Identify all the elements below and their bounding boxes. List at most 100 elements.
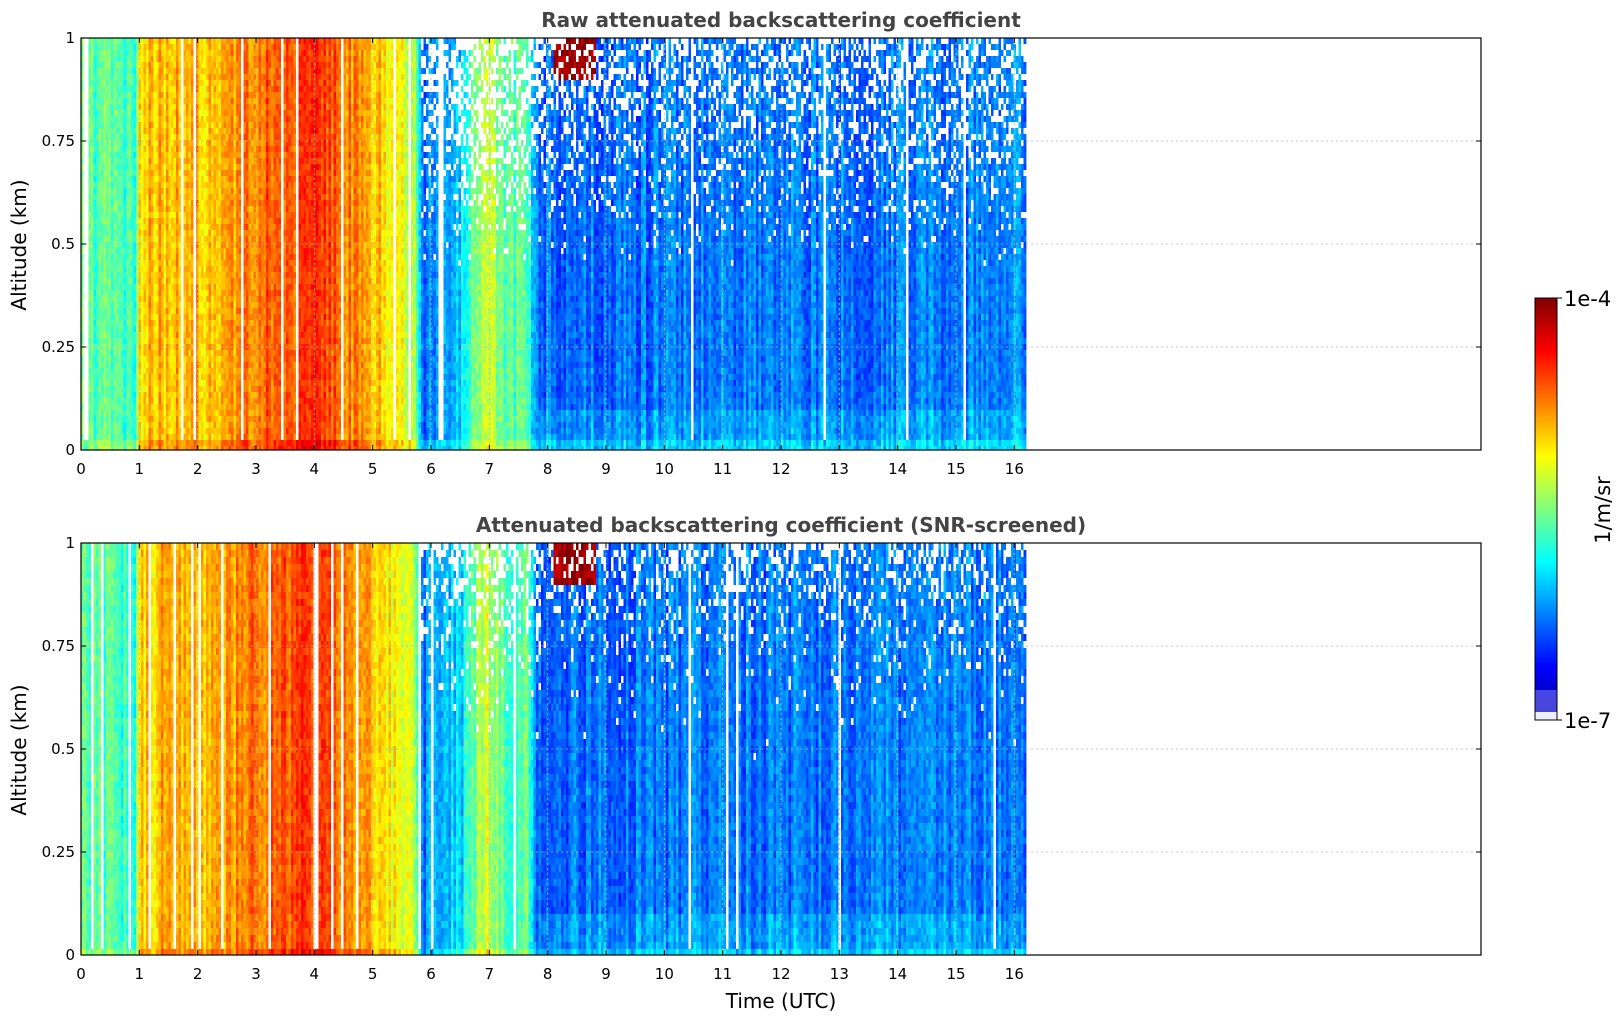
heatmap-cell <box>89 440 92 446</box>
heatmap-cell <box>89 368 92 374</box>
heatmap-cell <box>84 356 87 362</box>
heatmap-cell <box>181 278 184 284</box>
heatmap-cell <box>126 302 129 308</box>
heatmap-cell <box>131 98 134 104</box>
heatmap-cell <box>84 218 87 224</box>
heatmap-cell <box>184 278 187 284</box>
heatmap-cell <box>209 224 212 230</box>
heatmap-cell <box>161 422 164 428</box>
heatmap-cell <box>144 170 147 176</box>
heatmap-cell <box>124 164 127 170</box>
heatmap-cell <box>116 374 119 380</box>
heatmap-cell <box>189 326 192 332</box>
heatmap-cell <box>186 74 189 80</box>
heatmap-cell <box>116 320 119 326</box>
heatmap-cell <box>116 224 119 230</box>
heatmap-cell <box>119 302 122 308</box>
heatmap-cell <box>99 278 102 284</box>
heatmap-cell <box>84 434 87 440</box>
heatmap-cell <box>141 434 144 440</box>
heatmap-cell <box>214 362 217 368</box>
heatmap-cell <box>201 248 204 254</box>
heatmap-cell <box>99 290 102 296</box>
heatmap-cell <box>171 368 174 374</box>
heatmap-cell <box>99 386 102 392</box>
heatmap-cell <box>111 80 114 86</box>
heatmap-cell <box>96 218 99 224</box>
heatmap-cell <box>151 86 154 92</box>
heatmap-cell <box>156 110 159 116</box>
heatmap-cell <box>199 56 202 62</box>
heatmap-cell <box>136 296 139 302</box>
heatmap-cell <box>129 242 132 248</box>
heatmap-cell <box>204 224 207 230</box>
heatmap-cell <box>161 194 164 200</box>
heatmap-cell <box>129 158 132 164</box>
heatmap-cell <box>149 110 152 116</box>
heatmap-cell <box>166 380 169 386</box>
heatmap-cell <box>199 296 202 302</box>
heatmap-cell <box>134 158 137 164</box>
heatmap-cell <box>126 266 129 272</box>
heatmap-cell <box>111 320 114 326</box>
heatmap-cell <box>161 272 164 278</box>
heatmap-cell <box>141 158 144 164</box>
heatmap-cell <box>94 260 97 266</box>
heatmap-cell <box>96 278 99 284</box>
heatmap-cell <box>124 116 127 122</box>
heatmap-cell <box>181 86 184 92</box>
heatmap-cell <box>149 362 152 368</box>
heatmap-cell <box>179 254 182 260</box>
heatmap-cell <box>96 386 99 392</box>
heatmap-cell <box>186 440 189 446</box>
heatmap-cell <box>99 338 102 344</box>
heatmap-cell <box>199 248 202 254</box>
heatmap-cell <box>104 416 107 422</box>
heatmap-cell <box>161 182 164 188</box>
heatmap-cell <box>111 434 114 440</box>
heatmap-cell <box>86 260 89 266</box>
heatmap-cell <box>109 428 112 434</box>
heatmap-cell <box>186 308 189 314</box>
heatmap-cell <box>214 68 217 74</box>
heatmap-cell <box>181 200 184 206</box>
heatmap-cell <box>176 152 179 158</box>
heatmap-cell <box>166 416 169 422</box>
heatmap-cell <box>184 98 187 104</box>
heatmap-cell <box>211 380 214 386</box>
heatmap-cell <box>134 152 137 158</box>
heatmap-cell <box>141 68 144 74</box>
heatmap-cell <box>191 308 194 314</box>
heatmap-cell <box>111 86 114 92</box>
heatmap-cell <box>209 188 212 194</box>
heatmap-cell <box>146 320 149 326</box>
heatmap-cell <box>84 68 87 74</box>
heatmap-cell <box>141 398 144 404</box>
heatmap-cell <box>151 170 154 176</box>
heatmap-cell <box>164 266 167 272</box>
heatmap-cell <box>104 338 107 344</box>
heatmap-cell <box>109 422 112 428</box>
heatmap-cell <box>101 158 104 164</box>
heatmap-cell <box>161 110 164 116</box>
heatmap-cell <box>104 104 107 110</box>
heatmap-cell <box>181 404 184 410</box>
heatmap-cell <box>94 92 97 98</box>
heatmap-cell <box>84 404 87 410</box>
heatmap-cell <box>91 170 94 176</box>
heatmap-cell <box>101 110 104 116</box>
heatmap-cell <box>169 176 172 182</box>
heatmap-cell <box>116 218 119 224</box>
heatmap-cell <box>164 122 167 128</box>
heatmap-cell <box>181 242 184 248</box>
heatmap-cell <box>184 392 187 398</box>
heatmap-cell <box>146 368 149 374</box>
heatmap-cell <box>151 422 154 428</box>
heatmap-cell <box>189 146 192 152</box>
heatmap-cell <box>211 422 214 428</box>
heatmap-cell <box>84 350 87 356</box>
heatmap-cell <box>104 374 107 380</box>
heatmap-cell <box>211 44 214 50</box>
heatmap-cell <box>171 422 174 428</box>
heatmap-cell <box>116 404 119 410</box>
